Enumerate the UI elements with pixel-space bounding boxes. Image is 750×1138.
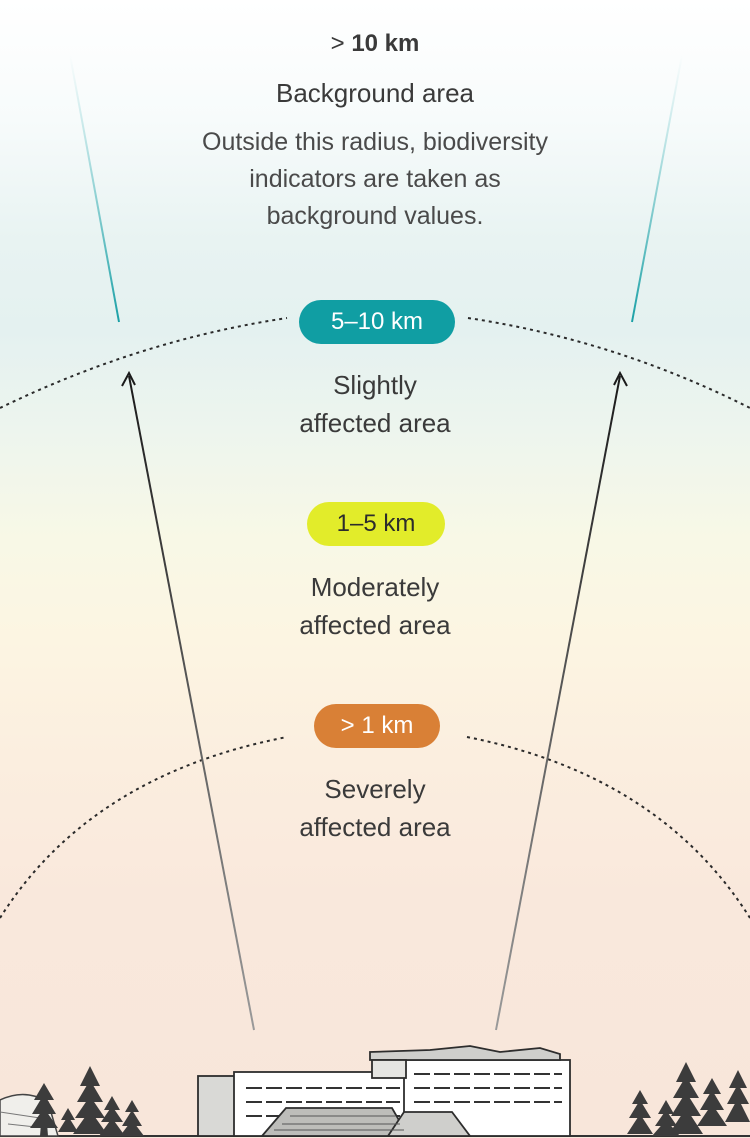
description-line: background values.: [266, 202, 484, 230]
outer-radius-arc-right: [467, 317, 750, 409]
zone-title-line: Severely: [324, 774, 426, 804]
left-arrow: [121, 370, 255, 1031]
background-area-title: Background area: [275, 78, 475, 108]
left-boundary-ray: [69, 54, 120, 323]
zone-title-line: affected area: [299, 812, 451, 842]
right-arrow: [495, 370, 628, 1031]
inner-radius-arc-right: [466, 736, 750, 919]
background-area-description: Outside this radius, biodiversity indica…: [0, 124, 750, 235]
pine-tree-icon: [627, 1062, 750, 1136]
zone-range-badge-slight: 5–10 km: [299, 300, 455, 344]
description-line: Outside this radius, biodiversity: [202, 128, 548, 156]
description-line: indicators are taken as: [249, 165, 501, 193]
zone-title-line: affected area: [299, 610, 451, 640]
range-prefix: >: [330, 30, 345, 57]
rock-icon: [0, 1093, 60, 1137]
zone-title-line: Moderately: [310, 572, 440, 602]
zone-title-severe: Severely affected area: [0, 770, 750, 846]
zone-range-badge-moderate: 1–5 km: [307, 502, 445, 546]
inner-radius-arc-left: [0, 736, 288, 919]
range-value: 10 km: [351, 30, 420, 57]
industrial-building-illustration: [197, 1045, 571, 1137]
right-boundary-ray: [631, 54, 683, 323]
zone-title-moderate: Moderately affected area: [0, 568, 750, 644]
zone-title-slight: Slightly affected area: [0, 366, 750, 442]
zone-title-line: affected area: [299, 408, 451, 438]
zone-range-badge-severe: > 1 km: [314, 704, 440, 748]
background-range: > 10 km: [0, 30, 750, 58]
pine-tree-icon: [30, 1066, 144, 1136]
zone-title-line: Slightly: [333, 370, 417, 400]
